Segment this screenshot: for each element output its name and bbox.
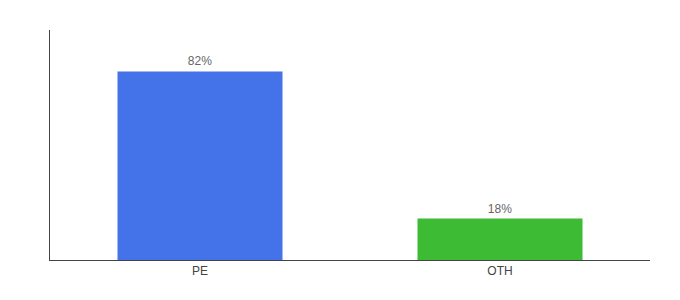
svg-text:PE: PE	[192, 264, 208, 278]
svg-text:82%: 82%	[188, 54, 212, 68]
svg-text:18%: 18%	[488, 202, 512, 216]
svg-text:OTH: OTH	[487, 264, 512, 278]
